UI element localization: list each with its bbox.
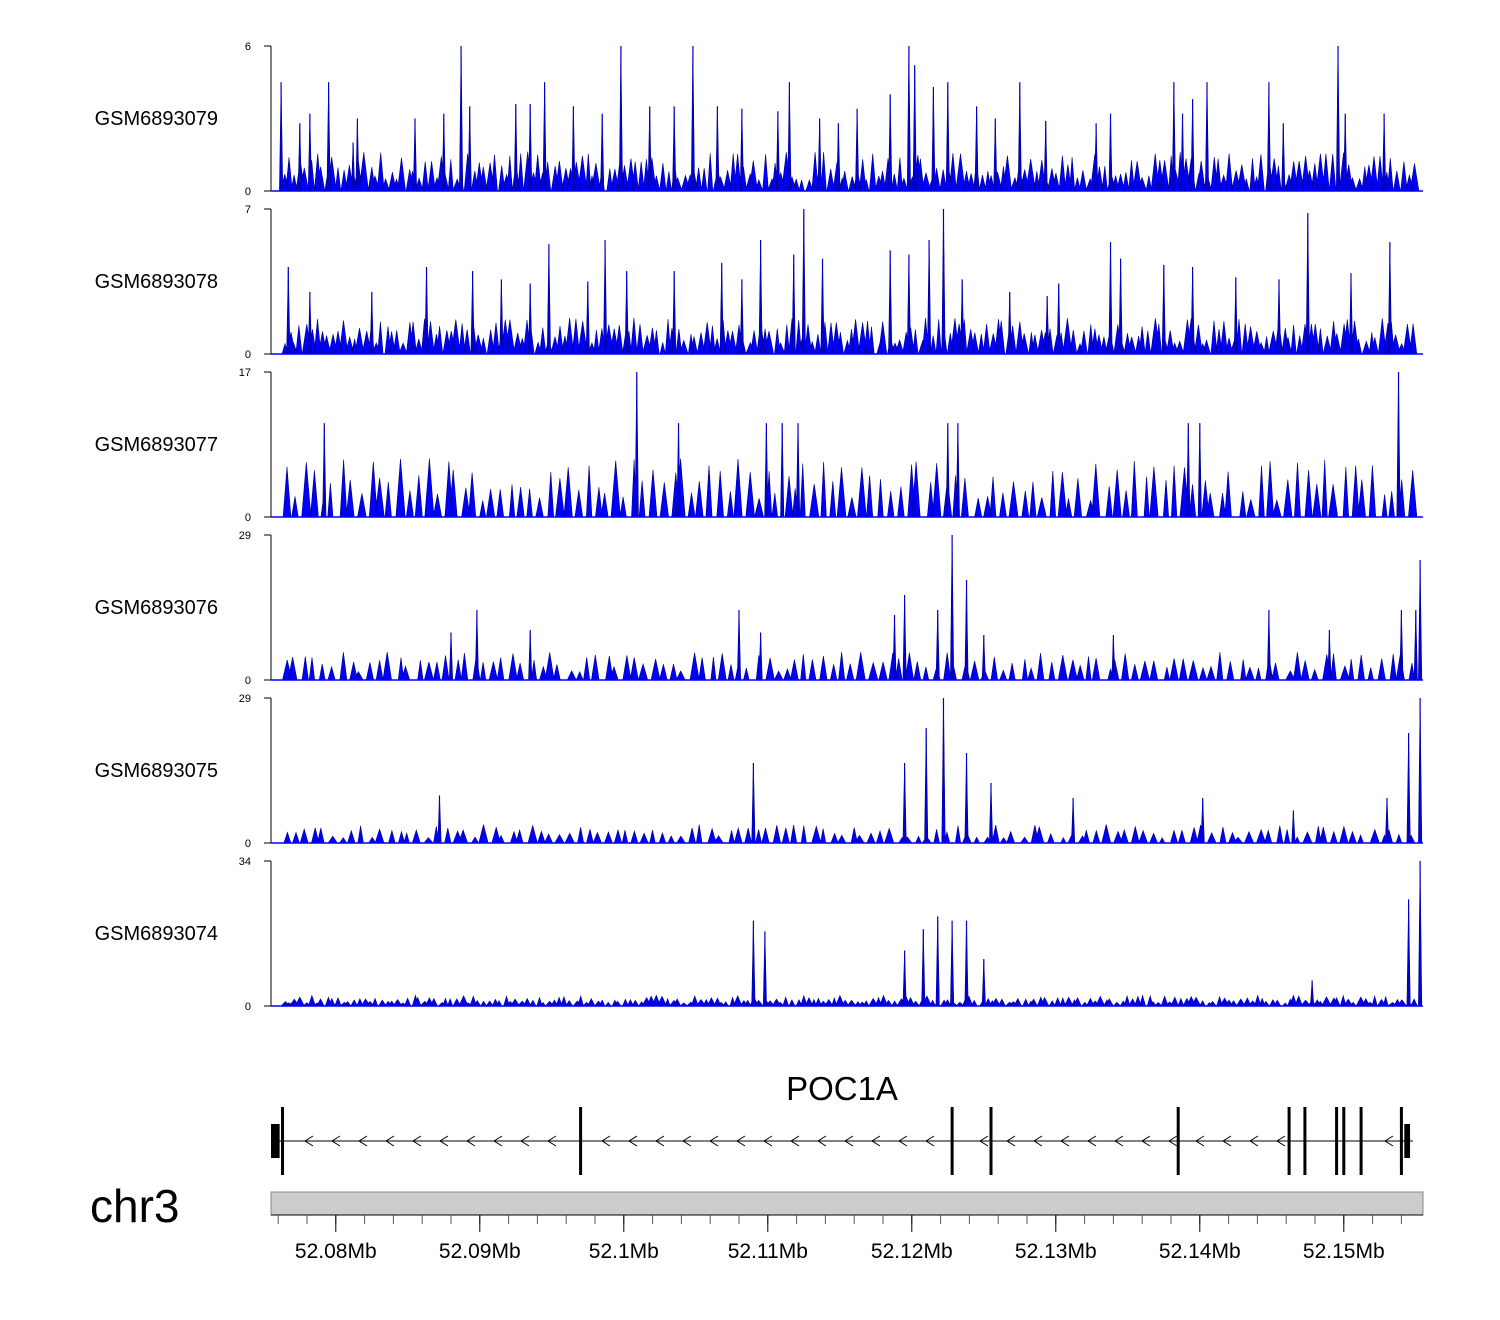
y-tick-label-max: 17 (239, 367, 251, 379)
strand-arrow (1087, 1135, 1097, 1147)
gene-exon (950, 1107, 954, 1175)
track-GSM6893077: GSM6893077 17 0 (95, 367, 1423, 524)
track-GSM6893074: GSM6893074 34 0 (95, 856, 1423, 1013)
axis-tick-label: 52.13Mb (1015, 1240, 1097, 1263)
y-tick-label-max: 29 (239, 693, 251, 705)
strand-arrow (871, 1135, 881, 1147)
strand-arrow (763, 1135, 773, 1147)
gene-exon (1359, 1107, 1363, 1175)
track-GSM6893075: GSM6893075 29 0 (95, 693, 1423, 850)
strand-arrow (601, 1135, 611, 1147)
gene-exon (1342, 1107, 1346, 1175)
strand-arrow (1006, 1135, 1016, 1147)
chromosome-ideogram-bar (270, 1191, 1424, 1216)
gene-exon (1287, 1107, 1291, 1175)
y-tick-label-max: 29 (239, 530, 251, 542)
strand-arrow (385, 1135, 395, 1147)
strand-arrow (628, 1135, 638, 1147)
strand-arrow (1222, 1135, 1232, 1147)
data-tracks: GSM689307960GSM689307870GSM6893077170GSM… (95, 41, 1423, 1013)
strand-arrow (979, 1135, 989, 1147)
y-tick-label-min: 0 (245, 512, 251, 524)
genome-axis: chr3 52.08Mb 52.09Mb 52.1Mb 52.11Mb 52.12Mb 5… (90, 1180, 1424, 1263)
strand-arrow (466, 1135, 476, 1147)
coverage-area (278, 208, 1423, 355)
y-tick-label-min: 0 (245, 838, 251, 850)
track-label: GSM6893075 (95, 760, 218, 782)
coverage-area (278, 371, 1423, 518)
strand-arrow (331, 1135, 341, 1147)
axis-tick-label: 52.15Mb (1303, 1240, 1385, 1263)
gene-exon (989, 1107, 993, 1175)
strand-arrow (439, 1135, 449, 1147)
coverage-area (278, 697, 1423, 844)
strand-arrow (493, 1135, 503, 1147)
track-label: GSM6893079 (95, 108, 218, 130)
track-label: GSM6893074 (95, 923, 218, 945)
axis-tick-label: 52.09Mb (439, 1240, 521, 1263)
strand-arrow (358, 1135, 368, 1147)
gene-exon (1303, 1107, 1307, 1175)
track-GSM6893076: GSM6893076 29 0 (95, 530, 1423, 687)
axis-tick-label: 52.08Mb (295, 1240, 377, 1263)
strand-arrow (898, 1135, 908, 1147)
strand-arrow (817, 1135, 827, 1147)
strand-arrow (1249, 1135, 1259, 1147)
y-tick-label-max: 34 (239, 856, 251, 868)
track-label: GSM6893076 (95, 597, 218, 619)
y-tick-label-min: 0 (245, 1001, 251, 1013)
gene-utr-block (271, 1124, 280, 1158)
coverage-area (278, 860, 1423, 1008)
strand-arrow (1168, 1135, 1178, 1147)
y-tick-label-max: 7 (245, 204, 251, 216)
strand-arrow (736, 1135, 746, 1147)
gene-exon (1176, 1107, 1180, 1175)
gene-exon (281, 1107, 285, 1175)
strand-arrow (1060, 1135, 1070, 1147)
strand-arrow (1114, 1135, 1124, 1147)
y-tick-label-min: 0 (245, 349, 251, 361)
strand-arrow (925, 1135, 935, 1147)
coverage-area (278, 45, 1423, 192)
gene-exon (1335, 1107, 1339, 1175)
strand-arrow (304, 1135, 314, 1147)
track-GSM6893078: GSM6893078 7 0 (95, 204, 1423, 361)
strand-arrow (1276, 1135, 1286, 1147)
y-tick-label-min: 0 (245, 675, 251, 687)
track-GSM6893079: GSM6893079 6 0 (95, 41, 1423, 198)
gene-exon (579, 1107, 583, 1175)
gene-track: POC1A (271, 1070, 1413, 1175)
axis-tick-label: 52.14Mb (1159, 1240, 1241, 1263)
coverage-area (278, 534, 1423, 682)
track-label: GSM6893077 (95, 434, 218, 456)
track-label: GSM6893078 (95, 271, 218, 293)
strand-arrow (1195, 1135, 1205, 1147)
axis-tick-label: 52.11Mb (728, 1240, 808, 1263)
strand-arrow (547, 1135, 557, 1147)
strand-arrow (709, 1135, 719, 1147)
gene-name-label: POC1A (786, 1070, 898, 1107)
axis-tick-label: 52.12Mb (871, 1240, 953, 1263)
strand-arrow (790, 1135, 800, 1147)
strand-arrow (844, 1135, 854, 1147)
strand-arrow (682, 1135, 692, 1147)
axis-tick-label: 52.1Mb (589, 1240, 659, 1263)
chromosome-label: chr3 (90, 1180, 179, 1232)
y-tick-label-min: 0 (245, 186, 251, 198)
y-tick-label-max: 6 (245, 41, 251, 53)
strand-arrow (1141, 1135, 1151, 1147)
strand-arrow (655, 1135, 665, 1147)
strand-arrow (412, 1135, 422, 1147)
gene-utr-block (1404, 1124, 1411, 1158)
strand-arrow (520, 1135, 530, 1147)
strand-arrow (1033, 1135, 1043, 1147)
gene-exon (1399, 1107, 1403, 1175)
strand-arrow (1384, 1135, 1394, 1147)
